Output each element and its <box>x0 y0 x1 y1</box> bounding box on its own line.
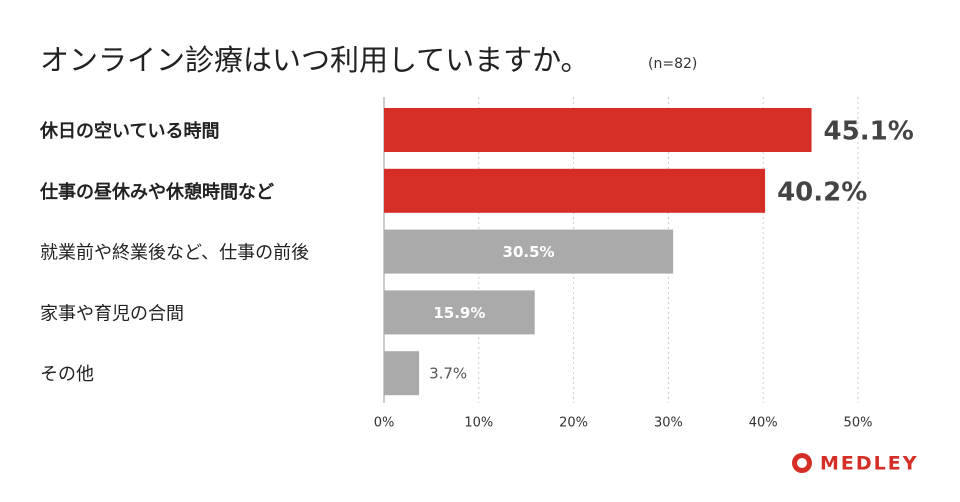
bar <box>384 168 766 213</box>
x-tick-label: 0% <box>374 416 395 431</box>
value-label: 45.1% <box>824 117 914 147</box>
chart-subtitle: (n=82) <box>648 56 697 72</box>
chart-title: オンライン診療はいつ利用していますか。 <box>40 43 590 77</box>
x-tick-label: 50% <box>844 416 873 431</box>
value-label: 40.2% <box>777 177 867 207</box>
category-label: 家事や育児の合間 <box>40 303 184 324</box>
logo-icon-inner <box>797 458 807 468</box>
bar <box>384 108 812 152</box>
value-label: 30.5% <box>503 243 555 261</box>
bar <box>384 229 674 274</box>
x-tick-label: 10% <box>464 416 493 431</box>
category-label: 就業前や終業後など、仕事の前後 <box>40 243 309 264</box>
value-label: 15.9% <box>433 304 485 322</box>
x-tick-label: 30% <box>654 416 683 431</box>
category-label: 仕事の昼休みや休憩時間など <box>39 181 274 203</box>
category-label: その他 <box>40 364 94 385</box>
value-label: 3.7% <box>429 365 467 383</box>
logo-text: MEDLEY <box>820 453 919 475</box>
x-tick-label: 40% <box>749 416 778 431</box>
logo: MEDLEY <box>792 453 919 475</box>
category-label: 休日の空いている時間 <box>39 120 219 142</box>
x-tick-label: 20% <box>559 416 588 431</box>
bar <box>384 290 535 335</box>
bar <box>384 351 420 396</box>
